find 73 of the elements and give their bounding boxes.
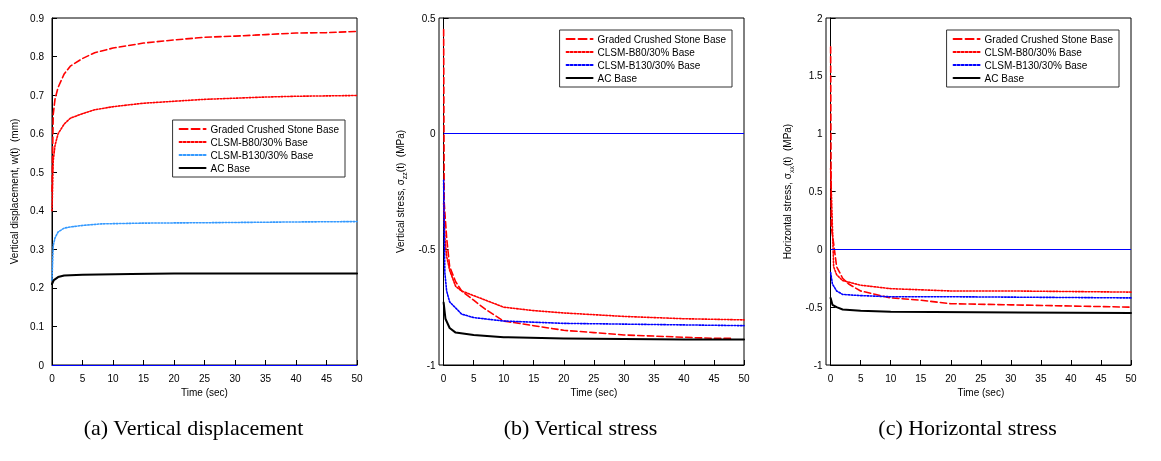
x-tick-label: 45 xyxy=(320,372,333,384)
legend-label: CLSM-B130/30% Base xyxy=(597,59,701,71)
legend-label: Graded Crushed Stone Base xyxy=(210,123,340,135)
x-tick-label: 5 xyxy=(857,372,864,384)
y-tick-label: 0.7 xyxy=(30,89,45,101)
x-tick-label: 0 xyxy=(440,372,447,384)
legend-label: AC Base xyxy=(210,162,251,174)
y-tick-label: 0 xyxy=(38,359,45,371)
x-tick-label: 10 xyxy=(885,372,897,384)
x-tick-label: 35 xyxy=(1035,372,1047,384)
y-tick-label: 0.5 xyxy=(421,12,437,24)
y-tick-label: 0.5 xyxy=(808,186,824,197)
x-tick-label: 20 xyxy=(945,372,957,384)
x-tick-label: 0 xyxy=(49,372,56,384)
y-tick-label: 0.1 xyxy=(30,320,45,332)
x-tick-label: 35 xyxy=(648,372,660,384)
y-tick-label: 0 xyxy=(817,243,824,255)
legend-label: AC Base xyxy=(984,72,1025,84)
text: (c) Horizontal stress xyxy=(878,414,1057,440)
x-tick-label: 20 xyxy=(558,372,570,384)
legend-label: CLSM-B80/30% Base xyxy=(597,46,696,58)
legend-label: Graded Crushed Stone Base xyxy=(984,33,1114,45)
x-tick-label: 5 xyxy=(470,372,477,384)
y-tick-label: 0.6 xyxy=(30,128,45,140)
legend-label: CLSM-B130/30% Base xyxy=(984,59,1088,71)
y-tick-label: 1.5 xyxy=(808,70,824,82)
x-tick-label: 45 xyxy=(708,372,720,384)
x-tick-label: 50 xyxy=(738,372,750,384)
y-tick-label: 2 xyxy=(817,12,824,24)
legend-label: CLSM-B80/30% Base xyxy=(210,136,309,148)
y-tick-label: -1 xyxy=(813,359,824,371)
x-tick-label: 40 xyxy=(290,372,302,384)
y-tick-label: 0.2 xyxy=(30,282,45,294)
x-tick-label: 10 xyxy=(498,372,510,384)
x-axis-title: Time (sec) xyxy=(957,387,1005,399)
x-tick-label: 40 xyxy=(678,372,690,384)
legend-label: CLSM-B130/30% Base xyxy=(210,149,314,161)
y-tick-label: 1 xyxy=(817,128,824,140)
legend-label: AC Base xyxy=(597,72,638,84)
y-tick-label: -0.5 xyxy=(805,301,824,313)
y-tick-label: -1 xyxy=(426,359,437,371)
y-axis-title: Vertical displacement, w(t) (mm) xyxy=(8,118,20,265)
x-tick-label: 35 xyxy=(259,372,272,384)
x-tick-label: 25 xyxy=(975,372,987,384)
x-tick-label: 10 xyxy=(107,372,119,384)
y-tick-label: 0.9 xyxy=(30,12,45,24)
legend-label: CLSM-B80/30% Base xyxy=(984,46,1083,58)
y-tick-label: 0.4 xyxy=(30,205,45,217)
x-tick-label: 25 xyxy=(198,372,211,384)
x-tick-label: 5 xyxy=(79,372,86,384)
x-axis-title: Time (sec) xyxy=(181,387,228,399)
y-tick-label: -0.5 xyxy=(418,243,437,255)
x-tick-label: 30 xyxy=(229,372,241,384)
y-tick-label: 0 xyxy=(430,128,437,140)
x-tick-label: 40 xyxy=(1065,372,1077,384)
x-tick-label: 30 xyxy=(1005,372,1017,384)
y-tick-label: 0.5 xyxy=(30,166,45,178)
x-tick-label: 15 xyxy=(915,372,927,384)
x-tick-label: 15 xyxy=(528,372,540,384)
x-tick-label: 20 xyxy=(168,372,180,384)
x-tick-label: 25 xyxy=(588,372,600,384)
y-tick-label: 0.3 xyxy=(30,243,45,255)
x-tick-label: 0 xyxy=(827,372,834,384)
legend-label: Graded Crushed Stone Base xyxy=(597,33,727,45)
x-tick-label: 50 xyxy=(351,372,363,384)
x-tick-label: 30 xyxy=(618,372,630,384)
x-tick-label: 45 xyxy=(1095,372,1107,384)
x-tick-label: 50 xyxy=(1125,372,1137,384)
text: (b) Vertical stress xyxy=(503,414,658,440)
x-axis-title: Time (sec) xyxy=(570,387,618,399)
x-tick-label: 15 xyxy=(137,372,150,384)
y-tick-label: 0.8 xyxy=(30,51,45,63)
text: (a) Vertical displacement xyxy=(83,414,304,440)
